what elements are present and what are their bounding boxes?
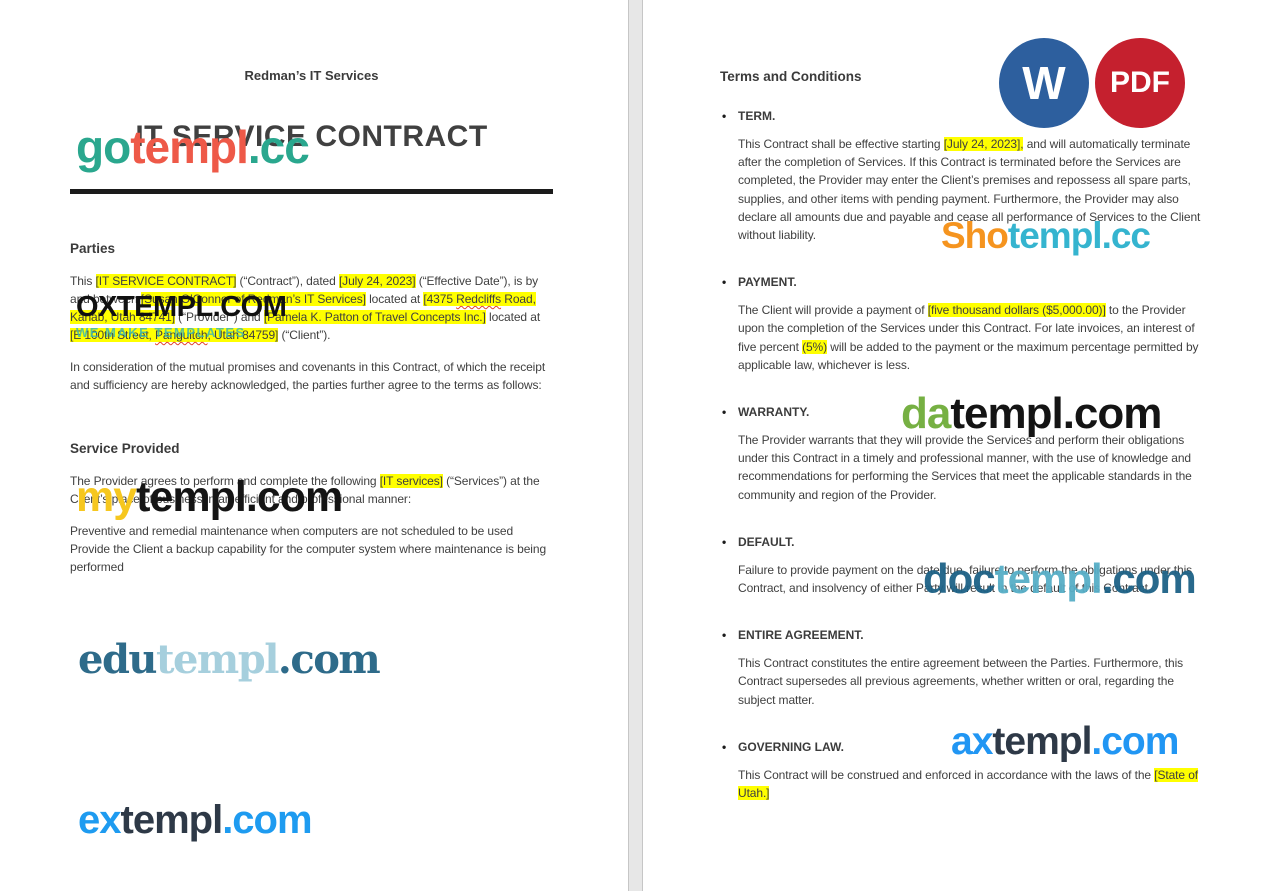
bullet-icon: •	[722, 534, 727, 549]
watermark-gotempl: gotempl.cc	[76, 121, 310, 173]
watermark-extempl: extempl.com	[78, 798, 313, 842]
governing-law-label: GOVERNING LAW.	[738, 739, 845, 754]
bullet-icon: •	[722, 628, 727, 643]
word-download-icon[interactable]: W	[999, 38, 1089, 128]
pdf-download-icon[interactable]: PDF	[1095, 38, 1185, 128]
default-label: DEFAULT.	[738, 534, 795, 549]
watermark-shotempl: Shotempl.cc	[941, 215, 1151, 256]
term-item: • TERM. This Contract shall be effective …	[720, 108, 1205, 244]
bullet-icon: •	[722, 109, 727, 123]
parties-heading: Parties	[70, 241, 116, 256]
parties-paragraph: This [IT SERVICE CONTRACT] (“Contract”),…	[70, 274, 541, 342]
entire-agreement-label: ENTIRE AGREEMENT.	[738, 628, 864, 643]
document-title: IT SERVICE CONTRACT	[135, 120, 488, 153]
bullet-icon: •	[722, 739, 727, 754]
term-label: TERM.	[738, 109, 776, 123]
entire-agreement-item: • ENTIRE AGREEMENT. This Contract constit…	[720, 627, 1205, 709]
watermark-doctempl: doctempl.com	[923, 555, 1197, 602]
payment-item: • PAYMENT. The Client will provide a paym…	[720, 274, 1205, 374]
watermark-edutempl: edutempl.com	[78, 636, 381, 683]
entire-agreement-paragraph: This Contract constitutes the entire agr…	[738, 656, 1184, 707]
bullet-icon: •	[722, 405, 727, 420]
document-header: Redman’s IT Services	[244, 68, 379, 83]
service-list-paragraph: Preventive and remedial maintenance when…	[70, 524, 547, 574]
service-provided-heading: Service Provided	[70, 441, 180, 456]
watermark-oxtempl-tagline: WE MAKE TEMPLATES	[76, 325, 246, 340]
page-gutter	[628, 0, 643, 891]
service-intro-paragraph: The Provider agrees to perform and compl…	[70, 474, 540, 506]
warranty-label: WARRANTY.	[738, 405, 810, 420]
watermark-oxtempl-text: OXTEMPL.COM	[76, 291, 287, 323]
warranty-paragraph: The Provider warrants that they will pro…	[738, 433, 1192, 502]
payment-label: PAYMENT.	[738, 275, 797, 290]
title-divider-rule	[70, 189, 553, 194]
contract-page-1: Redman’s IT Services IT SERVICE CONTRACT…	[0, 0, 628, 891]
watermark-oxtempl: OXTEMPL.COM WE MAKE TEMPLATES	[76, 291, 287, 340]
watermark-datempl: datempl.com	[901, 389, 1162, 438]
warranty-item: • WARRANTY. The Provider warrants that th…	[720, 404, 1205, 504]
contract-page-2: Terms and Conditions • TERM. This Contrac…	[643, 0, 1275, 891]
term-paragraph: This Contract shall be effective startin…	[738, 137, 1201, 243]
default-paragraph: Failure to provide payment on the date d…	[738, 562, 1193, 596]
bullet-icon: •	[722, 275, 727, 290]
governing-law-paragraph: This Contract will be construed and enfo…	[738, 767, 1199, 801]
consideration-paragraph: In consideration of the mutual promises …	[70, 360, 546, 392]
governing-law-item: • GOVERNING LAW. This Contract will be co…	[720, 739, 1205, 802]
payment-paragraph: The Client will provide a payment of [fi…	[738, 303, 1199, 372]
watermark-axtempl: axtempl.com	[951, 720, 1179, 763]
default-item: • DEFAULT. Failure to provide payment on …	[720, 534, 1205, 597]
watermark-mytempl: mytempl.com	[76, 473, 343, 521]
terms-and-conditions-heading: Terms and Conditions	[720, 69, 862, 84]
